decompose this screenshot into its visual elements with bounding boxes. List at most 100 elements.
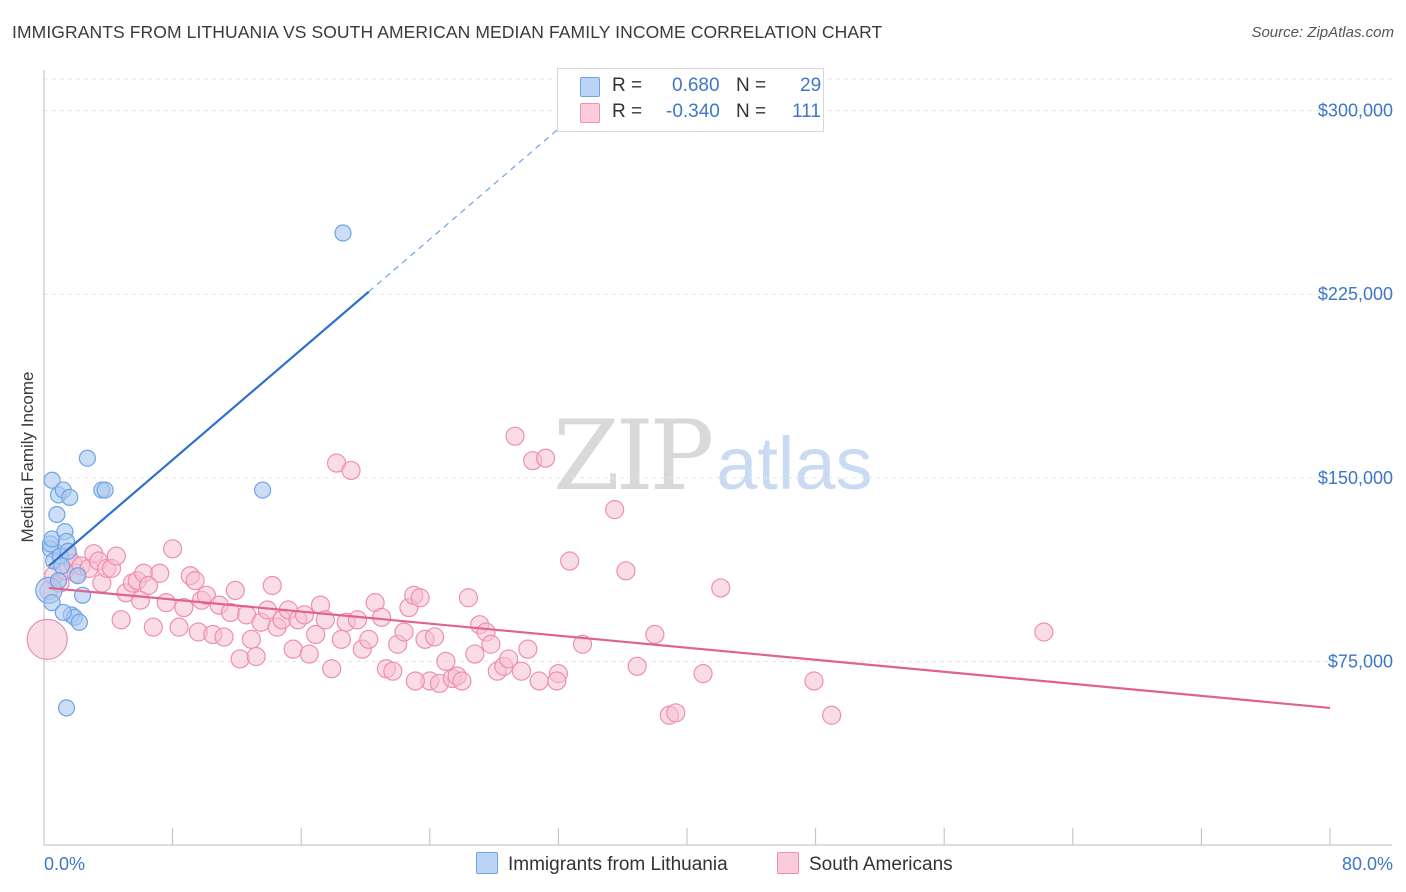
south-americans-point [230,649,250,669]
south-americans-point [347,610,368,630]
lithuania-trend-line [48,290,370,567]
south-americans-point [452,671,472,691]
lithuania-trend-extension [368,107,583,293]
y-axis-label: Median Family Income [18,371,37,542]
lithuania-point [43,594,61,612]
south-americans-point [458,588,478,608]
south-americans-point [560,551,580,571]
south-americans-point [185,571,205,591]
south-americans-point [341,460,361,481]
south-americans-point [294,605,315,625]
south-americans-point [138,575,159,596]
south-americans-point [693,664,713,684]
south-americans-point [331,629,351,649]
south-americans-trend-line [48,586,1331,710]
legend-swatch-pink [580,103,600,123]
zipatlas-watermark: ZIPatlas [553,400,873,512]
watermark-zip: ZIP [553,400,714,512]
south-americans-point [405,671,425,691]
south-americans-point [1034,622,1054,642]
legend-swatch-blue [580,77,600,97]
south-americans-point [383,661,403,681]
south-americans-point [394,622,414,642]
south-americans-point [306,624,326,645]
y-axis-tick-labels: $75,000 $150,000 $225,000 $300,000 [1318,101,1393,672]
x-axis-ticks [172,828,1331,845]
bottom-legend-lithuania: Immigrants from Lithuania [476,852,728,876]
source-label: Source: ZipAtlas.com [1251,24,1394,41]
trend-lines [48,107,1331,710]
gridlines [44,78,1392,662]
south-americans-point [572,634,593,654]
lithuania-point [334,224,352,242]
lithuania-point [48,505,66,524]
south-americans-point [666,703,686,723]
south-americans-point [535,448,556,468]
south-americans-point [425,627,445,647]
lithuania-point [254,481,272,499]
axes [43,70,1392,846]
legend-r-label: R = [612,101,643,122]
south-americans-point [436,651,456,672]
south-americans-point [196,585,216,605]
bottom-legend-swatch-blue [476,852,498,874]
south-americans-point [505,426,525,446]
south-americans-point [246,646,266,667]
south-americans-point [225,580,245,601]
south-americans-point [262,575,282,596]
lithuania-point [54,603,72,622]
lithuania-points [35,224,352,717]
x-tick-label-max: 80.0% [1342,854,1393,874]
south-americans-point [283,639,303,659]
south-americans-point [529,671,549,691]
south-americans-point [804,671,824,691]
legend-r-value: -0.340 [666,101,720,122]
south-americans-point [111,610,131,630]
lithuania-point [43,471,61,489]
bottom-legend-label: Immigrants from Lithuania [508,854,728,875]
south-americans-point [605,500,625,520]
bottom-legend-label: South Americans [809,854,953,875]
south-americans-point [616,561,636,581]
south-americans-point [498,649,519,669]
south-americans-point [645,624,665,645]
legend-r-value: 0.680 [672,75,720,96]
bottom-legend-south-americans: South Americans [777,852,953,876]
legend-n-value: 29 [800,75,822,96]
south-americans-point [511,661,532,681]
south-americans-point [143,617,163,637]
lithuania-point [57,699,76,717]
y-tick-label: $75,000 [1328,651,1393,671]
legend-n-value: 111 [792,101,821,122]
lithuania-point [78,449,97,467]
watermark-atlas: atlas [716,422,873,505]
south-americans-point [322,659,342,679]
legend-n-label: N = [736,75,767,96]
south-americans-points [26,426,1054,725]
lithuania-point [69,567,87,585]
south-americans-point [214,627,234,647]
south-americans-point [547,671,567,691]
y-tick-label: $225,000 [1318,284,1393,304]
south-americans-point [359,629,379,649]
south-americans-point [106,546,126,566]
south-americans-point [174,597,194,618]
lithuania-point [61,488,79,506]
lithuania-point [96,481,114,499]
legend-n-label: N = [736,101,767,122]
x-tick-label-min: 0.0% [44,854,85,874]
lithuania-point [70,613,88,631]
south-americans-point [169,617,189,637]
legend-r-label: R = [612,75,643,96]
south-americans-point [465,644,485,664]
bottom-legend-swatch-pink [777,852,799,874]
lithuania-point [49,572,68,590]
south-americans-point [241,629,261,649]
y-tick-label: $150,000 [1318,468,1393,488]
correlation-legend: R = 0.680 N = 29 R = -0.340 N = 111 [557,68,824,132]
y-tick-label: $300,000 [1318,101,1393,121]
south-americans-point [371,607,392,627]
south-americans-point [481,634,501,654]
south-americans-point [26,618,68,660]
